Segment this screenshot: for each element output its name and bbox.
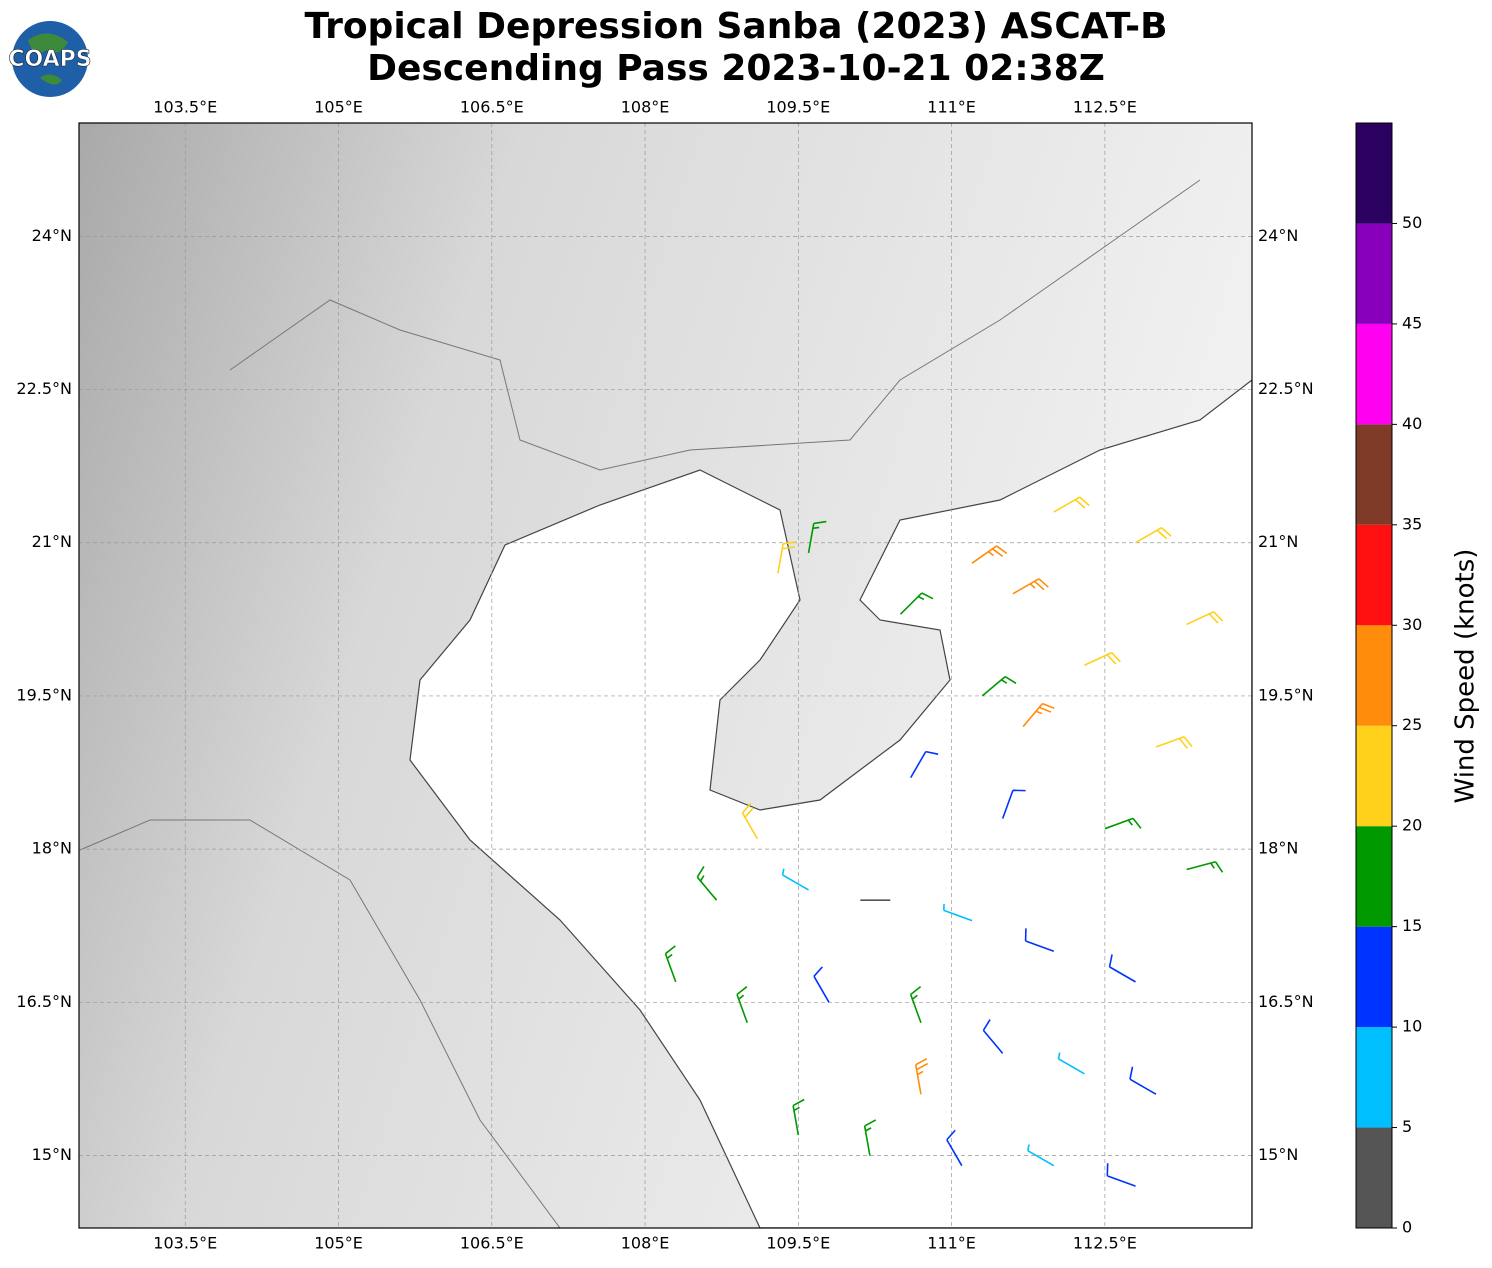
wind-barb [1106, 1163, 1136, 1187]
wind-barb [1135, 527, 1172, 544]
y-tick-label: 24°N [32, 226, 72, 245]
wind-barb [736, 986, 748, 1024]
colorbar-tick-label: 25 [1402, 715, 1422, 734]
title-line: Descending Pass 2023-10-21 02:38Z [367, 48, 1105, 89]
wind-barb [777, 541, 796, 574]
y-tick-label: 22.5°N [1258, 379, 1314, 398]
logo-text: COAPS [8, 47, 91, 72]
map-frame [78, 122, 1253, 1229]
title-line: Tropical Depression Sanba (2023) ASCAT-B [304, 6, 1167, 47]
wind-barb [910, 750, 939, 779]
wind-barb [741, 802, 759, 840]
colorbar-bin [1356, 1127, 1392, 1228]
x-tick-label: 105°E [314, 1234, 363, 1253]
wind-barb [1186, 611, 1224, 626]
colorbar-label: Wind Speed (knots) [1451, 549, 1481, 804]
y-tick-label: 22.5°N [16, 379, 72, 398]
y-tick-label: 16.5°N [16, 992, 72, 1011]
wind-barb [981, 675, 1017, 697]
logo: COAPS [8, 21, 92, 97]
wind-barb [696, 865, 718, 901]
wind-barb [982, 1019, 1004, 1054]
x-tick-label: 108°E [621, 1234, 670, 1253]
colorbar-tick-label: 5 [1402, 1117, 1412, 1136]
x-tick-label: 112.5°E [1073, 98, 1137, 117]
colorbar-bin [1356, 223, 1392, 324]
colorbar-bin [1356, 424, 1392, 525]
wind-barb [863, 1119, 877, 1156]
colorbar-tick-label: 40 [1402, 414, 1422, 433]
colorbar-tick-label: 30 [1402, 615, 1422, 634]
wind-barb [1001, 789, 1026, 819]
x-tick-label: 106.5°E [460, 98, 524, 117]
colorbar: 0 5 10 15 20 25 30 35 40 45 50 [1355, 122, 1422, 1237]
wind-barb [1012, 578, 1049, 595]
colorbar-bin [1356, 524, 1392, 626]
wind-barb [792, 1098, 805, 1136]
colorbar-tick-label: 10 [1402, 1017, 1422, 1036]
x-tick-label: 106.5°E [460, 1234, 524, 1253]
colorbar-tick-label: 35 [1402, 514, 1422, 533]
wind-barb [1084, 651, 1121, 667]
colorbar-bin [1356, 725, 1392, 827]
wind-barb [1027, 1144, 1055, 1167]
colorbar-tick-label: 45 [1402, 313, 1422, 332]
x-tick-label: 111°E [927, 98, 976, 117]
wind-barb [813, 966, 830, 1003]
grid [79, 123, 1252, 1228]
x-tick-label: 112.5°E [1073, 1234, 1137, 1253]
x-tick-label: 108°E [621, 98, 670, 117]
x-tick-label: 109.5°E [766, 1234, 830, 1253]
colorbar-frame [1355, 122, 1393, 1229]
y-tick-label: 21°N [1258, 532, 1298, 551]
x-tick-label: 109.5°E [766, 98, 830, 117]
y-tick-label: 21°N [32, 532, 72, 551]
colorbar-bin [1356, 826, 1392, 927]
x-tick-label: 111°E [927, 1234, 976, 1253]
colorbar-tick-label: 50 [1402, 213, 1422, 232]
y-tick-label: 15°N [32, 1145, 72, 1164]
wind-barb [1104, 817, 1142, 830]
wind-barb [943, 903, 973, 922]
y-tick-label: 16.5°N [1258, 992, 1314, 1011]
wind-barb [1024, 928, 1055, 952]
colorbar-tick-label: 20 [1402, 816, 1422, 835]
wind-barb [807, 520, 827, 554]
wind-barb [1108, 954, 1136, 983]
y-tick-label: 15°N [1258, 1145, 1298, 1164]
colorbar-tick-label: 0 [1402, 1218, 1412, 1237]
wind-barbs [664, 496, 1224, 1187]
y-tick-label: 19.5°N [16, 685, 72, 704]
wind-barb [1022, 702, 1055, 728]
wind-barb [914, 1057, 929, 1095]
sea [409, 379, 1252, 1228]
y-tick-label: 19.5°N [1258, 685, 1314, 704]
wind-barb [1155, 735, 1193, 749]
colorbar-bin [1356, 926, 1392, 1028]
y-tick-label: 24°N [1258, 226, 1298, 245]
y-tick-label: 18°N [32, 839, 72, 858]
wind-barb [1129, 1066, 1157, 1095]
wind-barb [909, 986, 922, 1024]
map-background [79, 123, 1252, 1228]
colorbar-bin [1356, 1027, 1392, 1128]
logo-land [28, 33, 68, 85]
x-tick-label: 103.5°E [153, 98, 217, 117]
x-tick-label: 103.5°E [153, 1234, 217, 1253]
colorbar-tick-label: 15 [1402, 916, 1422, 935]
colorbar-bin [1356, 123, 1392, 224]
y-tick-label: 18°N [1258, 839, 1298, 858]
wind-barb [1057, 1052, 1085, 1075]
wind-barb [781, 868, 809, 891]
colorbar-bin [1356, 625, 1392, 726]
wind-barb [664, 945, 677, 983]
wind-barb [1186, 861, 1224, 873]
colorbar-bin [1356, 323, 1392, 425]
wind-barb [971, 545, 1008, 564]
wind-barb [946, 1129, 963, 1167]
wind-barb [899, 592, 934, 615]
x-tick-label: 105°E [314, 98, 363, 117]
wind-barb [1053, 496, 1090, 513]
